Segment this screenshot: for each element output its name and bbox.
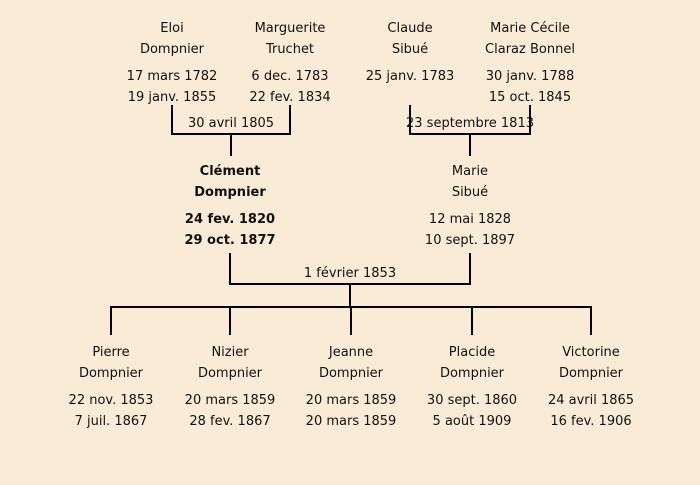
person-first-name: Marie (451, 164, 489, 179)
marriage1-date-label: 30 avril 1805 (187, 116, 275, 131)
marriage3-date-label: 1 février 1853 (303, 266, 397, 281)
person-death-date: 20 mars 1859 (305, 414, 397, 429)
person-birth-date: 6 dec. 1783 (251, 69, 329, 84)
person-death-date: 15 oct. 1845 (488, 90, 572, 105)
marriage2-descent-line (469, 135, 471, 156)
person-marguerite-truchet: Marguerite Truchet 6 dec. 1783 22 fev. 1… (220, 18, 360, 108)
person-death-date: 16 fev. 1906 (550, 414, 632, 429)
person-first-name: Victorine (562, 345, 620, 360)
person-birth-date: 25 janv. 1783 (365, 69, 455, 84)
marriage2-right-connector-line (529, 105, 531, 135)
person-death-date: 10 sept. 1897 (424, 233, 516, 248)
person-birth-date: 20 mars 1859 (305, 393, 397, 408)
person-last-name: Dompnier (318, 366, 384, 381)
person-last-name: Dompnier (558, 366, 624, 381)
person-death-date: 28 fev. 1867 (189, 414, 271, 429)
marriage1-bracket-line (171, 133, 291, 135)
person-death-date: 19 janv. 1855 (127, 90, 217, 105)
marriage2-date-label: 23 septembre 1813 (406, 116, 534, 131)
person-first-name: Clément (199, 164, 261, 179)
person-birth-date: 24 avril 1865 (547, 393, 635, 408)
person-birth-date: 30 janv. 1788 (485, 69, 575, 84)
child5-drop-line (590, 306, 592, 335)
person-last-name: Dompnier (78, 366, 144, 381)
person-nizier-dompnier: Nizier Dompnier 20 mars 1859 28 fev. 186… (160, 342, 300, 432)
person-first-name: Marguerite (254, 21, 326, 36)
person-death-date: 22 fev. 1834 (249, 90, 331, 105)
person-last-name: Claraz Bonnel (485, 42, 575, 57)
person-last-name: Sibué (391, 42, 429, 57)
child1-drop-line (110, 306, 112, 335)
person-clement-dompnier: Clément Dompnier 24 fev. 1820 29 oct. 18… (160, 161, 300, 251)
person-placide-dompnier: Placide Dompnier 30 sept. 1860 5 août 19… (402, 342, 542, 432)
person-birth-date: 20 mars 1859 (184, 393, 276, 408)
person-first-name: Nizier (211, 345, 249, 360)
person-marie-cecile-claraz-bonnel: Marie Cécile Claraz Bonnel 30 janv. 1788… (460, 18, 600, 108)
person-birth-date: 30 sept. 1860 (426, 393, 518, 408)
child4-drop-line (471, 306, 473, 335)
person-birth-date: 17 mars 1782 (126, 69, 218, 84)
marriage3-descent-line (349, 285, 351, 307)
person-birth-date: 12 mai 1828 (428, 212, 512, 227)
person-last-name: Dompnier (197, 366, 263, 381)
person-death-date: 29 oct. 1877 (184, 233, 276, 248)
person-first-name: Jeanne (328, 345, 374, 360)
child3-drop-line (350, 306, 352, 335)
person-first-name: Marie Cécile (490, 21, 570, 36)
person-birth-date: 24 fev. 1820 (184, 212, 276, 227)
person-jeanne-dompnier: Jeanne Dompnier 20 mars 1859 20 mars 185… (281, 342, 421, 432)
person-marie-sibue: Marie Sibué 12 mai 1828 10 sept. 1897 (400, 161, 540, 251)
marriage3-left-connector-line (229, 253, 231, 284)
person-first-name: Placide (448, 345, 496, 360)
marriage2-bracket-line (409, 133, 531, 135)
person-last-name: Truchet (265, 42, 315, 57)
person-eloi-dompnier: Eloi Dompnier 17 mars 1782 19 janv. 1855 (102, 18, 242, 108)
person-birth-date: 22 nov. 1853 (68, 393, 154, 408)
marriage1-right-connector-line (289, 105, 291, 135)
marriage3-right-connector-line (469, 253, 471, 284)
person-last-name: Sibué (451, 185, 489, 200)
person-pierre-dompnier: Pierre Dompnier 22 nov. 1853 7 juil. 186… (41, 342, 181, 432)
person-first-name: Pierre (92, 345, 130, 360)
marriage1-left-connector-line (171, 105, 173, 135)
person-death-date: 5 août 1909 (432, 414, 512, 429)
marriage1-descent-line (230, 135, 232, 156)
child2-drop-line (229, 306, 231, 335)
person-last-name: Dompnier (194, 185, 266, 200)
person-first-name: Claude (387, 21, 433, 36)
marriage2-left-connector-line (409, 105, 411, 135)
marriage3-bracket-line (229, 283, 471, 285)
person-victorine-dompnier: Victorine Dompnier 24 avril 1865 16 fev.… (521, 342, 661, 432)
person-claude-sibue: Claude Sibué 25 janv. 1783 (340, 18, 480, 108)
person-death-date: 7 juil. 1867 (74, 414, 148, 429)
person-first-name: Eloi (160, 21, 184, 36)
person-last-name: Dompnier (439, 366, 505, 381)
person-last-name: Dompnier (139, 42, 205, 57)
